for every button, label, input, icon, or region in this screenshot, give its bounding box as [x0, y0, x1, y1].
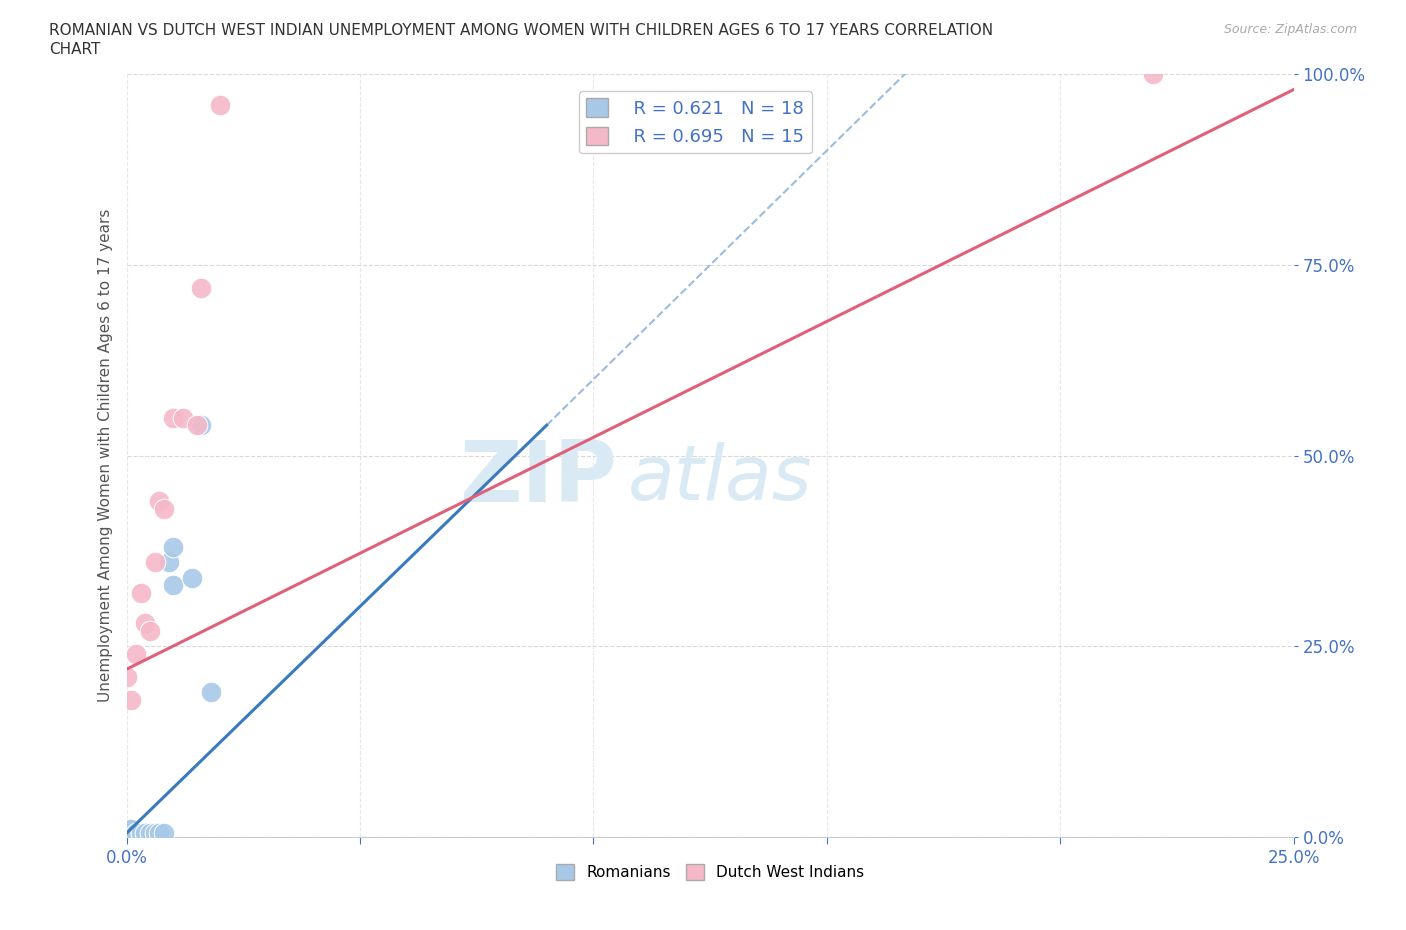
Text: atlas: atlas	[628, 442, 813, 515]
Point	[129, 826, 152, 841]
Point	[120, 826, 142, 841]
Point	[180, 570, 202, 585]
Legend: Romanians, Dutch West Indians: Romanians, Dutch West Indians	[550, 858, 870, 886]
Point	[148, 826, 170, 841]
Point	[148, 494, 170, 509]
Point	[120, 692, 142, 707]
Y-axis label: Unemployment Among Women with Children Ages 6 to 17 years: Unemployment Among Women with Children A…	[97, 209, 112, 702]
Point	[134, 826, 156, 841]
Point	[115, 826, 138, 841]
Point	[120, 822, 142, 837]
Point	[190, 281, 212, 296]
Point	[134, 616, 156, 631]
Point	[157, 555, 180, 570]
Point	[139, 826, 162, 841]
Point	[143, 826, 166, 841]
Point	[115, 822, 138, 837]
Point	[115, 670, 138, 684]
Point	[186, 418, 208, 432]
Point	[162, 410, 184, 425]
Point	[172, 410, 194, 425]
Text: ZIP: ZIP	[458, 437, 617, 520]
Point	[1142, 67, 1164, 82]
Point	[143, 555, 166, 570]
Text: ROMANIAN VS DUTCH WEST INDIAN UNEMPLOYMENT AMONG WOMEN WITH CHILDREN AGES 6 TO 1: ROMANIAN VS DUTCH WEST INDIAN UNEMPLOYME…	[49, 23, 993, 38]
Point	[125, 646, 148, 661]
Text: Source: ZipAtlas.com: Source: ZipAtlas.com	[1223, 23, 1357, 36]
Point	[153, 501, 176, 516]
Point	[139, 624, 162, 639]
Point	[162, 578, 184, 592]
Text: CHART: CHART	[49, 42, 101, 57]
Point	[153, 826, 176, 841]
Point	[208, 98, 231, 113]
Point	[162, 539, 184, 554]
Point	[200, 684, 222, 699]
Point	[129, 826, 152, 841]
Point	[129, 586, 152, 601]
Point	[190, 418, 212, 432]
Point	[125, 826, 148, 841]
